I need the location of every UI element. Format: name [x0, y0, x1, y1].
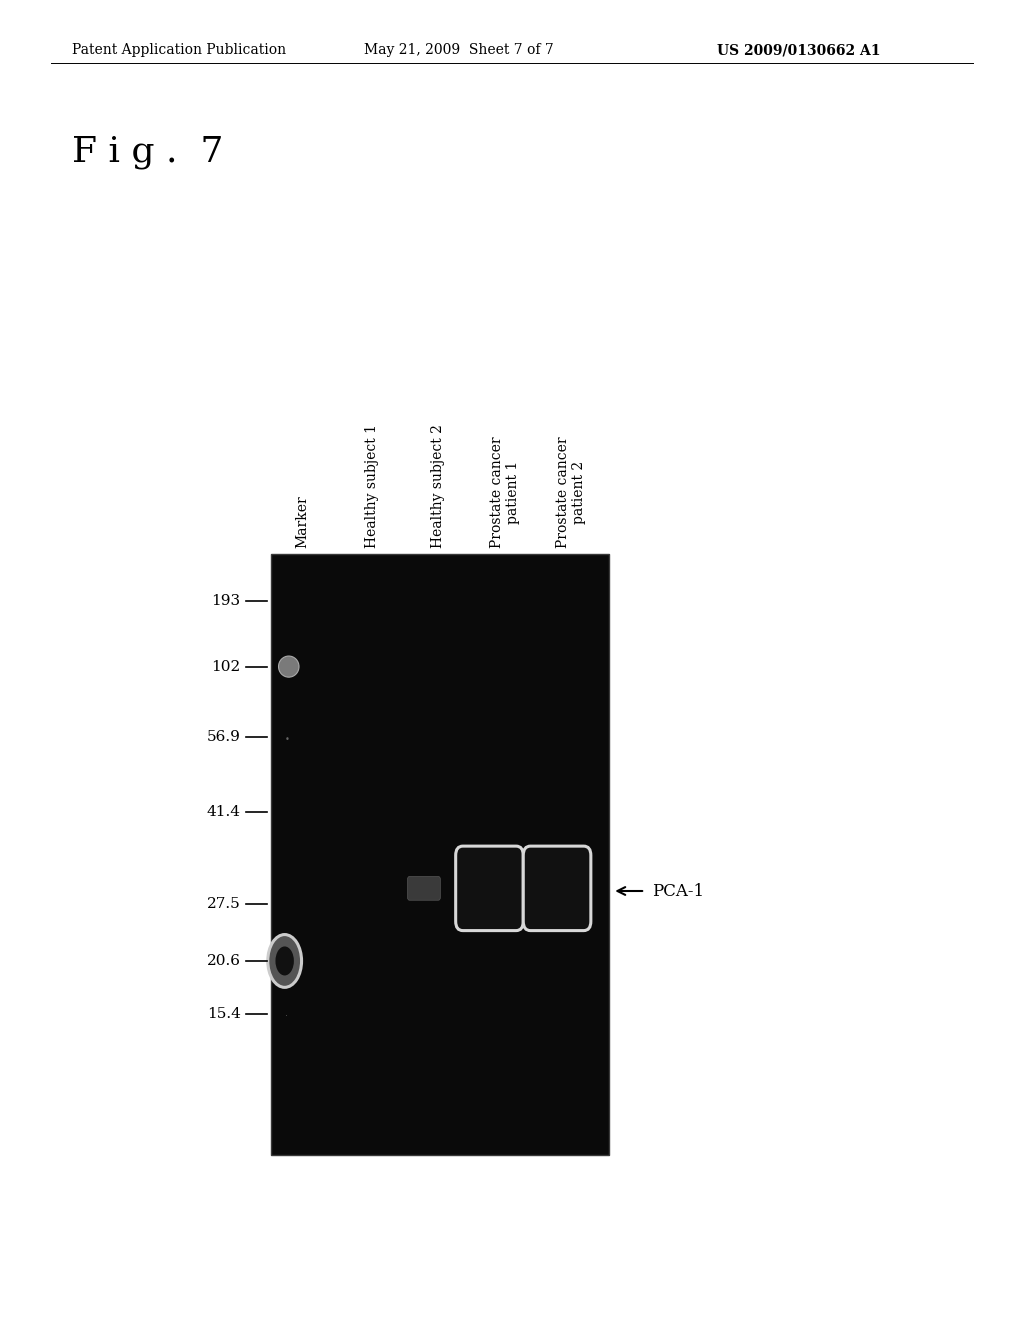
- FancyBboxPatch shape: [408, 876, 440, 900]
- Ellipse shape: [268, 935, 302, 987]
- Ellipse shape: [275, 946, 294, 975]
- Text: Healthy subject 1: Healthy subject 1: [365, 424, 379, 548]
- Bar: [271, 554, 609, 1155]
- Text: •: •: [285, 735, 289, 743]
- Text: ·: ·: [286, 1011, 288, 1022]
- Text: 102: 102: [211, 660, 241, 673]
- Text: 193: 193: [212, 594, 241, 607]
- Text: Prostate cancer
patient 1: Prostate cancer patient 1: [489, 436, 520, 548]
- Text: 41.4: 41.4: [207, 805, 241, 818]
- Text: Marker: Marker: [295, 495, 309, 548]
- Text: Healthy subject 2: Healthy subject 2: [431, 424, 445, 548]
- Text: US 2009/0130662 A1: US 2009/0130662 A1: [717, 44, 881, 57]
- Text: 56.9: 56.9: [207, 730, 241, 743]
- FancyBboxPatch shape: [523, 846, 591, 931]
- Text: 15.4: 15.4: [207, 1007, 241, 1020]
- FancyBboxPatch shape: [456, 846, 523, 931]
- Text: F i g .  7: F i g . 7: [72, 135, 223, 169]
- Text: Prostate cancer
patient 2: Prostate cancer patient 2: [556, 436, 587, 548]
- Ellipse shape: [279, 656, 299, 677]
- Text: 20.6: 20.6: [207, 954, 241, 968]
- Text: 27.5: 27.5: [207, 898, 241, 911]
- Text: Patent Application Publication: Patent Application Publication: [72, 44, 286, 57]
- Text: May 21, 2009  Sheet 7 of 7: May 21, 2009 Sheet 7 of 7: [364, 44, 553, 57]
- Text: PCA-1: PCA-1: [652, 883, 705, 899]
